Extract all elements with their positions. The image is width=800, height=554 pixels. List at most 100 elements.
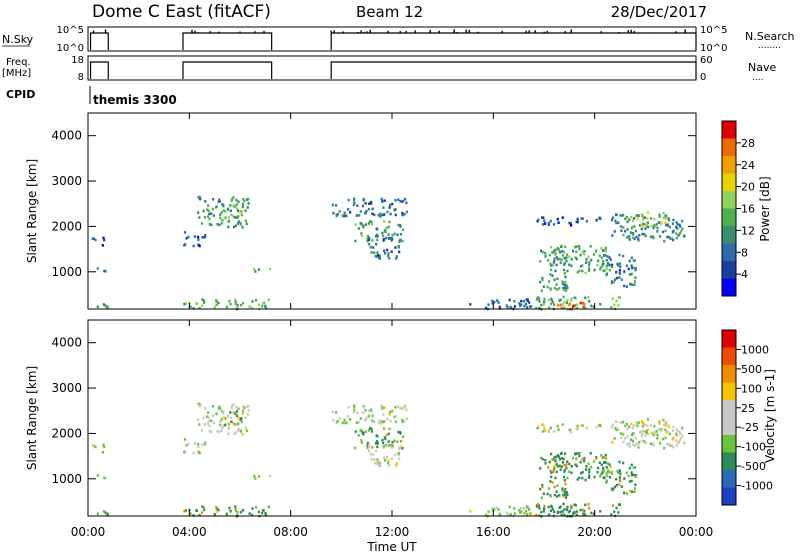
velocity-cell bbox=[245, 405, 249, 408]
power-cell bbox=[678, 232, 682, 235]
velocity-cell bbox=[370, 430, 374, 433]
velocity-cell bbox=[615, 477, 618, 481]
velocity-cell bbox=[543, 504, 546, 508]
power-cell bbox=[206, 215, 210, 218]
velocity-cell bbox=[498, 512, 501, 516]
power-cell bbox=[396, 233, 399, 237]
velocity-cell bbox=[611, 504, 615, 507]
velocity-cell bbox=[610, 470, 614, 474]
power-cell bbox=[638, 224, 642, 227]
power-cell bbox=[404, 197, 407, 201]
power-cell bbox=[379, 212, 382, 216]
power-cell bbox=[208, 212, 211, 216]
velocity-cell bbox=[680, 436, 683, 440]
velocity-ylabel: Slant Range [km] bbox=[25, 366, 39, 470]
power-cell bbox=[347, 208, 350, 211]
power-cell bbox=[552, 263, 555, 267]
power-cell bbox=[681, 227, 684, 231]
power-cell bbox=[564, 257, 567, 260]
power-cell bbox=[221, 202, 224, 206]
power-cell bbox=[594, 250, 598, 253]
power-cell bbox=[385, 226, 388, 230]
velocity-cell bbox=[656, 433, 659, 437]
power-cell bbox=[626, 227, 629, 231]
velocity-cell bbox=[588, 468, 591, 471]
power-cell bbox=[627, 267, 630, 271]
power-cell bbox=[624, 229, 627, 233]
time-x-axis: 00:00 04:00 08:00 12:00 16:00 20:00 00:00 bbox=[71, 113, 713, 539]
velocity-cell bbox=[566, 505, 569, 509]
velocity-cell bbox=[634, 483, 637, 487]
power-cell bbox=[573, 296, 576, 300]
power-cell bbox=[239, 211, 242, 215]
power-cell bbox=[600, 256, 603, 260]
power-cell bbox=[606, 263, 610, 266]
velocity-cell bbox=[666, 431, 669, 434]
velocity-cell bbox=[536, 503, 539, 506]
velocity-cell bbox=[637, 444, 640, 447]
power-cell bbox=[104, 269, 107, 273]
power-cell bbox=[619, 225, 623, 228]
beam-label: Beam 12 bbox=[356, 3, 423, 21]
velocity-cell bbox=[602, 455, 605, 459]
power-cell bbox=[654, 225, 657, 229]
colorbar-swatch bbox=[722, 452, 736, 470]
velocity-cell bbox=[594, 457, 598, 460]
velocity-cell bbox=[599, 473, 602, 476]
power-cell bbox=[554, 252, 557, 255]
power-cell bbox=[196, 235, 200, 239]
power-cell bbox=[386, 254, 390, 258]
velocity-cell bbox=[231, 421, 235, 425]
power-cell bbox=[628, 282, 632, 286]
power-cell bbox=[542, 303, 545, 306]
velocity-cell bbox=[367, 429, 370, 432]
power-cell bbox=[655, 223, 658, 226]
power-cell bbox=[606, 255, 609, 258]
power-cell bbox=[384, 251, 387, 255]
velocity-cell bbox=[628, 480, 632, 483]
power-cell bbox=[508, 298, 511, 302]
power-cell bbox=[201, 298, 204, 301]
power-cell bbox=[587, 255, 590, 259]
velocity-cell bbox=[578, 476, 581, 480]
power-cell bbox=[336, 213, 339, 216]
power-cell bbox=[231, 214, 235, 218]
power-cell bbox=[642, 215, 645, 219]
velocity-cell bbox=[208, 429, 211, 433]
power-cell bbox=[526, 299, 529, 303]
power-cell bbox=[563, 261, 566, 265]
power-cell bbox=[550, 298, 553, 302]
velocity-cell bbox=[379, 419, 382, 423]
velocity-cell bbox=[376, 445, 379, 449]
power-cell bbox=[613, 230, 616, 233]
velocity-cell bbox=[537, 504, 541, 507]
power-cell bbox=[657, 221, 660, 224]
power-cell bbox=[198, 195, 201, 199]
power-cell bbox=[549, 302, 553, 306]
x-axis-label: Time UT bbox=[366, 540, 417, 554]
power-cell bbox=[670, 237, 674, 241]
velocity-cell bbox=[603, 476, 606, 480]
power-cell bbox=[221, 219, 224, 222]
velocity-cell bbox=[652, 433, 655, 437]
velocity-cell bbox=[588, 474, 591, 478]
colorbar-swatch bbox=[722, 382, 736, 400]
velocity-cell bbox=[547, 466, 550, 469]
power-cell bbox=[628, 273, 632, 276]
power-cell bbox=[102, 236, 105, 240]
velocity-cell bbox=[620, 436, 623, 440]
power-cell bbox=[570, 297, 573, 301]
power-cell bbox=[202, 301, 206, 305]
power-cell bbox=[618, 296, 622, 299]
velocity-cell bbox=[564, 482, 567, 486]
power-cell bbox=[633, 225, 636, 228]
power-cell bbox=[543, 297, 546, 301]
power-cell bbox=[235, 207, 239, 210]
velocity-cell bbox=[553, 510, 556, 514]
velocity-cell bbox=[358, 421, 361, 424]
power-cell bbox=[554, 269, 557, 273]
velocity-cell bbox=[645, 430, 648, 433]
power-cell bbox=[633, 283, 636, 287]
velocity-cell bbox=[618, 483, 621, 486]
power-cell bbox=[575, 306, 578, 310]
